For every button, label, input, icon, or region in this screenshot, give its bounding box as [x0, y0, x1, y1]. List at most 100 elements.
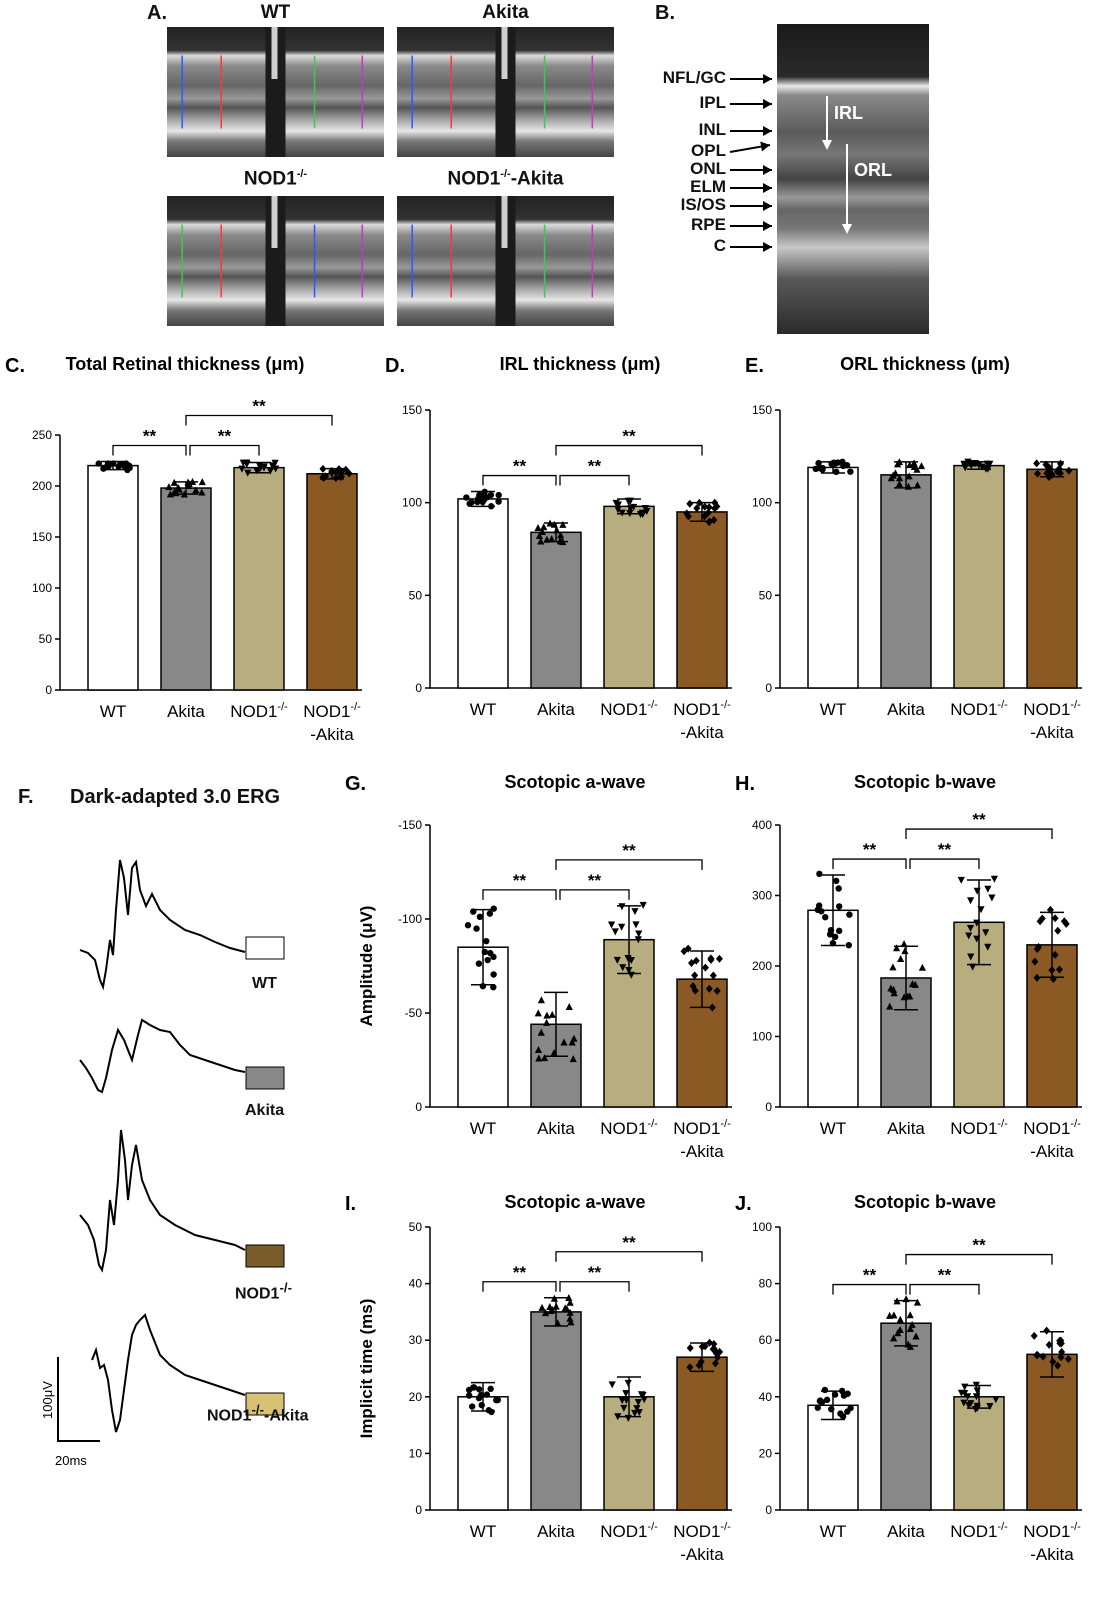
data-point-C-2-13	[269, 462, 278, 470]
data-point-G-1-0	[550, 1049, 558, 1057]
data-point-D-1-14	[540, 523, 548, 531]
category-label-E-3: NOD1-/--Akita	[1023, 699, 1081, 742]
data-point-H-0-12	[846, 911, 853, 918]
y-tick-label-G-0: 0	[415, 1100, 422, 1114]
data-point-E-3-9	[1043, 469, 1051, 478]
data-point-I-1-11	[566, 1298, 574, 1306]
data-point-G-1-14	[535, 1054, 543, 1062]
data-point-G-2-11	[635, 930, 643, 938]
bar-I-3	[676, 1356, 728, 1511]
data-point-E-2-6	[984, 465, 992, 473]
oct-image-texture-3	[397, 196, 614, 326]
chart-I: I. Scotopic a-wave 0 10 20 30 40 50 Implicit tim…	[345, 1192, 732, 1564]
data-point-G-3-12	[701, 963, 709, 972]
y-tick-label-J-0: 0	[765, 1503, 772, 1517]
y-tick-label-C-3: 150	[32, 530, 52, 544]
data-point-I-1-8	[538, 1303, 546, 1311]
data-point-G-1-9	[534, 1046, 543, 1054]
data-point-G-2-9	[619, 964, 627, 972]
y-tick-label-J-1: 20	[759, 1446, 773, 1460]
data-point-D-3-12	[706, 517, 714, 526]
data-point-C-2-4	[238, 465, 246, 473]
category-label-C-0: WT	[100, 702, 126, 721]
data-point-G-1-12	[540, 1054, 549, 1062]
data-point-G-3-9	[691, 971, 699, 980]
data-point-J-2-3	[986, 1402, 994, 1410]
category-label-G-3: NOD1-/--Akita	[673, 1118, 731, 1161]
significance-label-J-2: **	[972, 1236, 986, 1255]
data-point-J-0-9	[817, 1397, 824, 1404]
category-label-D-2: NOD1-/-	[600, 699, 658, 719]
data-point-I-2-3	[608, 1381, 616, 1389]
data-point-E-3-0	[1033, 469, 1041, 478]
y-tick-label-I-0: 0	[415, 1503, 422, 1517]
y-tick-label-H-1: 100	[752, 1030, 772, 1044]
data-point-I-3-10	[701, 1342, 709, 1351]
bar-D-1	[530, 531, 582, 689]
data-point-I-2-2	[622, 1397, 630, 1405]
y-tick-label-E-3: 150	[752, 403, 772, 417]
data-point-H-2-1	[973, 919, 981, 927]
bar-E-1	[880, 474, 932, 689]
data-point-H-3-13	[1060, 917, 1068, 926]
significance-bracket-D-0	[482, 474, 557, 486]
data-point-D-0-11	[466, 500, 473, 507]
erg-swatch-2	[245, 1244, 285, 1268]
orl-label: ORL	[854, 160, 892, 180]
data-point-H-2-9	[977, 906, 985, 914]
data-point-E-1-12	[895, 458, 904, 466]
data-point-J-1-0	[906, 1311, 914, 1319]
y-tick-label-C-1: 50	[39, 632, 53, 646]
data-point-E-1-3	[913, 465, 921, 473]
data-point-H-0-8	[831, 933, 839, 941]
bar-C-2	[233, 466, 285, 691]
data-point-J-1-9	[893, 1297, 901, 1305]
data-point-G-2-3	[625, 967, 633, 975]
data-point-G-0-0	[473, 925, 480, 932]
data-point-G-0-9	[486, 910, 494, 917]
data-point-C-3-10	[328, 466, 336, 475]
data-point-G-2-1	[611, 928, 619, 936]
significance-label-J-1: **	[938, 1266, 952, 1285]
data-point-G-2-14	[618, 923, 626, 931]
data-point-C-1-2	[175, 485, 183, 493]
layer-arrowhead-0	[763, 74, 772, 84]
data-point-H-3-14	[1048, 966, 1056, 975]
data-point-E-2-14	[978, 463, 986, 471]
data-point-J-0-13	[814, 1404, 821, 1411]
data-point-J-1-8	[906, 1342, 914, 1350]
chart-title-G: Scotopic a-wave	[504, 772, 645, 792]
y-tick-label-H-0: 0	[765, 1100, 772, 1114]
significance-label-D-0: **	[513, 457, 527, 476]
data-point-I-0-3	[475, 1386, 483, 1393]
data-point-H-1-5	[887, 984, 895, 992]
significance-bracket-C-2	[185, 414, 333, 426]
significance-bracket-H-2	[905, 828, 1053, 840]
category-label-J-3: NOD1-/--Akita	[1023, 1521, 1081, 1564]
data-point-J-2-1	[960, 1399, 968, 1407]
data-point-E-0-3	[847, 468, 854, 475]
data-point-J-0-7	[831, 1391, 839, 1398]
data-point-D-2-10	[630, 503, 638, 511]
data-point-D-3-5	[686, 499, 694, 508]
error-bar-J-3	[1040, 1330, 1064, 1378]
oct-cross-section-texture: IRL ORL	[777, 24, 929, 334]
data-point-H-0-5	[835, 885, 842, 892]
data-point-D-0-14	[481, 488, 488, 496]
data-point-G-0-10	[476, 913, 484, 921]
data-point-I-2-11	[631, 1409, 639, 1417]
layer-label-3: OPL	[691, 141, 726, 160]
data-point-D-1-13	[557, 537, 565, 545]
category-label-J-1: Akita	[887, 1522, 925, 1541]
significance-bracket-I-2	[555, 1251, 703, 1262]
data-point-J-3-1	[1058, 1348, 1066, 1357]
significance-bracket-J-2	[905, 1253, 1053, 1265]
data-point-D-1-12	[550, 520, 558, 528]
data-point-E-1-14	[887, 474, 895, 482]
layer-label-5: ELM	[690, 177, 726, 196]
panel-b-letter: B.	[655, 2, 675, 24]
data-point-E-2-13	[960, 460, 968, 468]
bar-D-2	[603, 505, 655, 689]
data-point-J-1-1	[890, 1334, 898, 1342]
y-tick-label-H-3: 300	[752, 889, 772, 903]
